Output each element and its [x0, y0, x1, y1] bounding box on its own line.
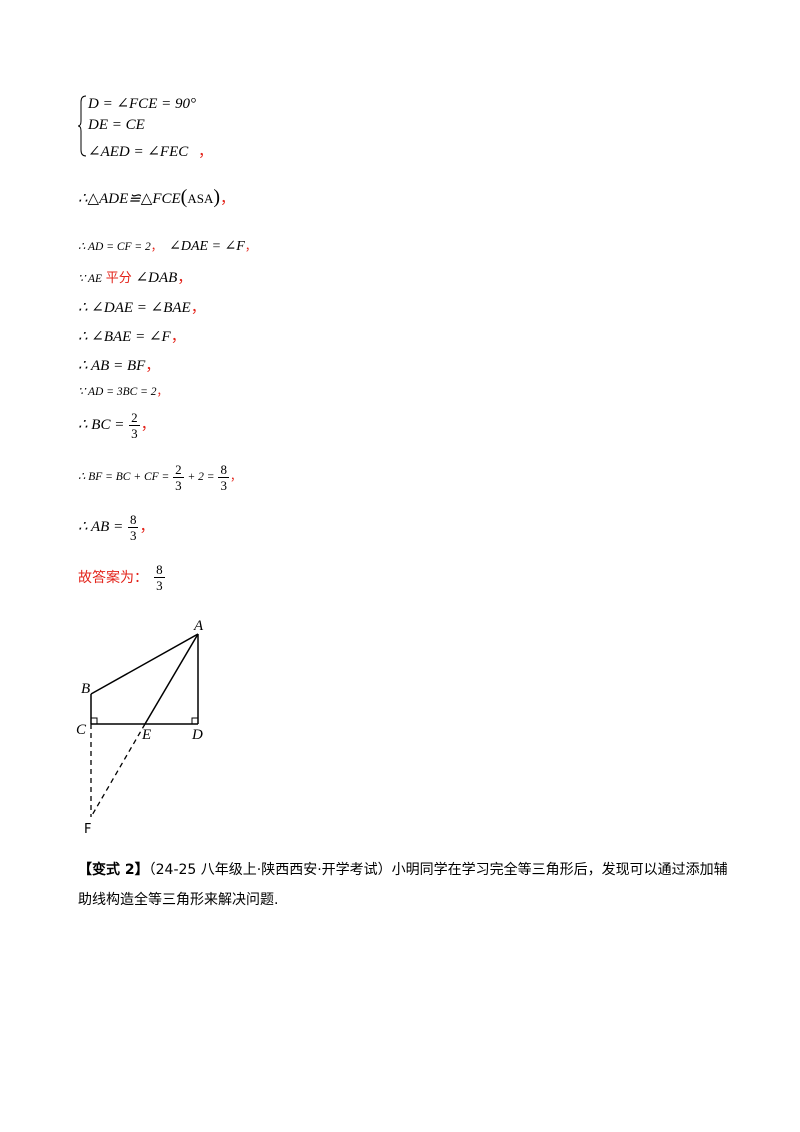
denominator: 3 [220, 478, 227, 493]
numerator: 8 [218, 462, 229, 478]
punct: ， [177, 268, 193, 286]
label-b: B [81, 681, 90, 697]
punct: ， [139, 516, 155, 535]
line-ab-bf: ∴ AB = BF， [78, 354, 160, 375]
line-bae-f: ∴ ∠BAE = ∠F， [78, 325, 186, 346]
punct: ， [244, 239, 257, 253]
geometry-figure: A B C E D F [76, 618, 204, 837]
problem-source: （24-25 八年级上·陕西西安·开学考试） [148, 862, 392, 878]
segment-ab [90, 633, 199, 695]
congruence-rule: ASA [187, 191, 214, 206]
eq-dae-f: ∠DAE = ∠F [169, 239, 245, 254]
numerator: 8 [154, 562, 165, 578]
denominator: 3 [175, 478, 182, 493]
line-ad-bc: ∵ AD = 3BC = 2， [78, 383, 168, 399]
punct: ， [156, 384, 169, 398]
system-row-2: DE = CE [88, 117, 145, 133]
label-f: F [84, 822, 91, 837]
bisect-pre: ∵ AE [78, 273, 103, 285]
right-angle-c [91, 717, 98, 724]
eq-text: ∴ ∠DAE = ∠BAE [78, 300, 191, 316]
label-c: C [76, 722, 87, 738]
system-row-3: ∠AED = ∠FEC ， [88, 140, 213, 161]
punct: ， [190, 298, 206, 316]
bisect-word: 平分 [105, 271, 132, 286]
eq-pre: ∴ BF = BC + CF = [78, 471, 170, 484]
eq-text: ∴ ∠BAE = ∠F [78, 329, 171, 345]
eq-ad-cf: ∴ AD = CF = 2 [78, 241, 151, 253]
punct: ， [145, 356, 161, 374]
problem-tag: 【变式 2】 [78, 862, 149, 878]
denominator: 3 [131, 426, 138, 441]
punct: ， [198, 142, 214, 160]
eq-pre: ∴ AB = [78, 518, 124, 535]
eq-pre: ∴ BC = [78, 416, 125, 433]
problem-text: 小明同学在学习完全等三角形后，发现可以通过添加辅助线构造全等三角形来解决问题. [78, 862, 728, 908]
problem-statement: 【变式 2】（24-25 八年级上·陕西西安·开学考试）小明同学在学习完全等三角… [78, 855, 728, 915]
left-brace [78, 95, 87, 157]
line-dae-bae: ∴ ∠DAE = ∠BAE， [78, 296, 206, 317]
numerator: 2 [173, 462, 184, 478]
numerator: 2 [129, 410, 140, 426]
punct: ， [140, 414, 156, 433]
line-ab: ∴ AB = 8 3， [78, 512, 155, 543]
segment-ef [90, 723, 146, 818]
punct: ， [220, 189, 236, 207]
bisect-post: ∠DAB [135, 270, 178, 286]
numerator: 8 [127, 512, 139, 528]
line-bc: ∴ BC = 2 3， [78, 410, 156, 441]
punct: ， [150, 239, 163, 253]
congruence-line: ∴△ADE≌△FCE(ASA)， [78, 186, 236, 208]
denominator: 3 [156, 578, 163, 593]
eq-mid: + 2 = [187, 471, 215, 484]
label-e: E [141, 727, 151, 743]
system-row-3-text: ∠AED = ∠FEC [88, 144, 189, 160]
system-row-1: D = ∠FCE = 90° [88, 96, 196, 112]
eq-text: ∴ AB = BF [78, 358, 146, 374]
line-ad-cf: ∴ AD = CF = 2， ∠DAE = ∠F， [78, 238, 256, 255]
congruence-lhs: ∴△ADE≌△FCE [78, 191, 181, 207]
line-bisect: ∵ AE 平分 ∠DAB， [78, 266, 192, 287]
label-d: D [191, 727, 203, 743]
denominator: 3 [129, 528, 137, 543]
eq-text: ∵ AD = 3BC = 2 [78, 386, 157, 398]
segment-ae [144, 633, 199, 725]
right-angle-d [191, 717, 198, 724]
label-a: A [193, 618, 204, 634]
answer-label: 故答案为： [78, 570, 148, 586]
punct: ， [170, 327, 186, 345]
punct: ， [229, 469, 242, 484]
